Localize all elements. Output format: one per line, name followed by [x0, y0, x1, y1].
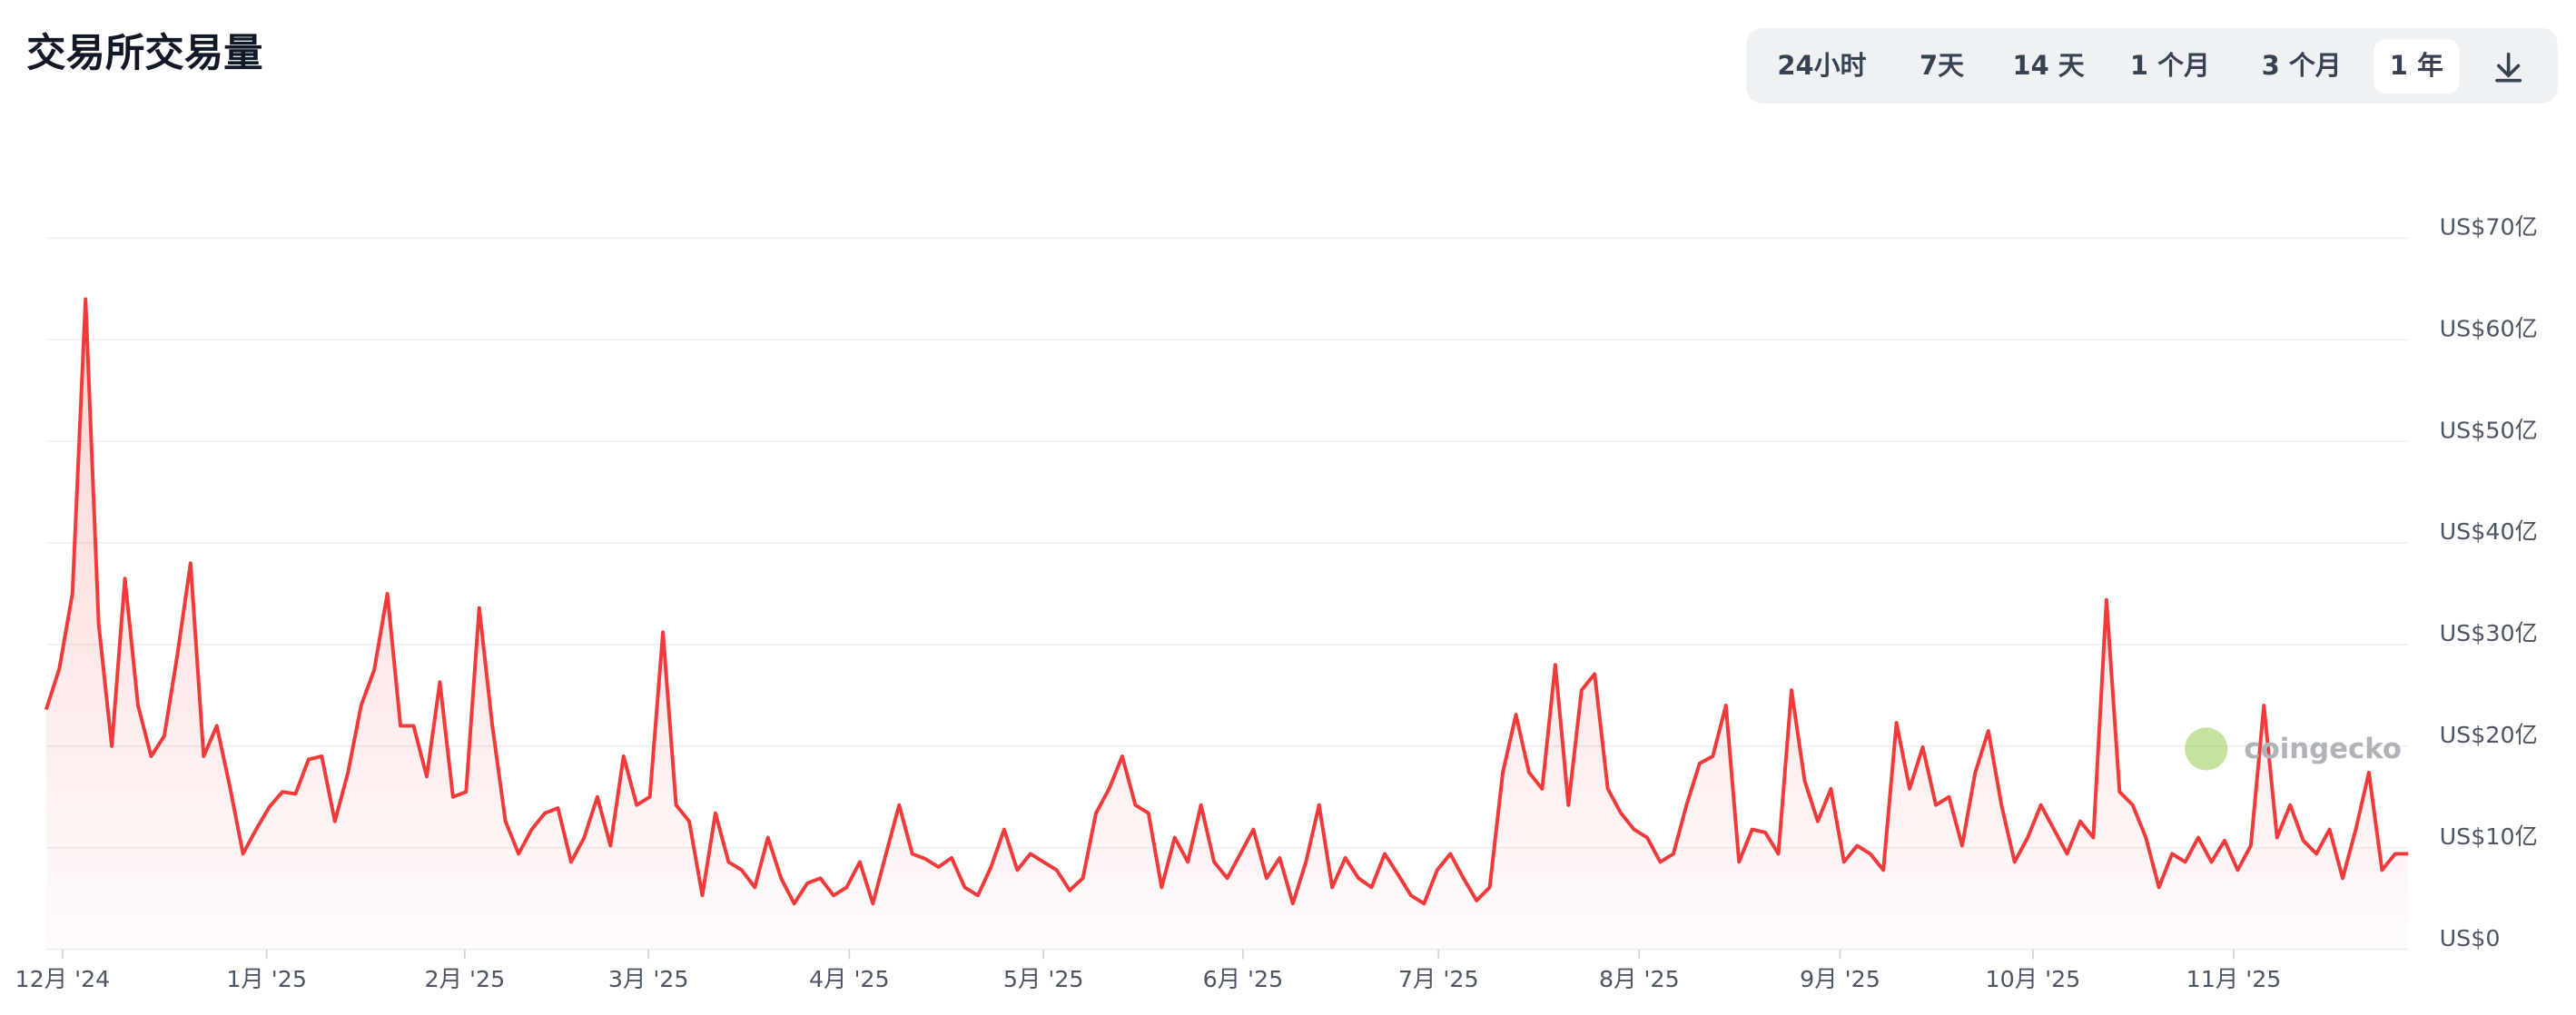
x-tick-label: 3月 '25 — [608, 965, 689, 992]
area — [45, 299, 2409, 950]
range-button-label: 14 天 — [2012, 50, 2084, 81]
range-button-label: 24小时 — [1777, 50, 1866, 81]
x-tick-label: 10月 '25 — [1986, 965, 2081, 992]
range-button[interactable]: 24小时 — [1777, 50, 1866, 81]
y-tick-label: US$60亿 — [2440, 314, 2538, 341]
download-icon — [2495, 52, 2522, 83]
range-button[interactable]: 3 个月 — [2262, 50, 2342, 81]
download-button[interactable] — [2495, 52, 2522, 83]
y-tick-label: US$40亿 — [2440, 517, 2538, 545]
y-tick-label: US$20亿 — [2440, 721, 2538, 748]
button-bar — [1746, 27, 2558, 103]
y-tick-label: US$30亿 — [2440, 619, 2538, 646]
watermark-text: coingecko — [2244, 733, 2402, 765]
range-button-label: 1 年 — [2390, 50, 2443, 81]
range-button-label: 7天 — [1920, 50, 1964, 81]
x-tick-label: 1月 '25 — [226, 965, 307, 992]
range-button[interactable]: 14 天 — [2012, 50, 2084, 81]
x-tick-label: 7月 '25 — [1398, 965, 1479, 992]
range-button[interactable]: 1 年 — [2374, 39, 2460, 94]
range-button[interactable]: 7天 — [1920, 50, 1964, 81]
title: 交易所交易量 — [26, 31, 262, 76]
watermark-logo — [2185, 727, 2228, 771]
x-tick-label: 6月 '25 — [1203, 965, 1284, 992]
range-button-label: 1 个月 — [2130, 50, 2210, 81]
active-button-bg — [2374, 39, 2460, 94]
x-tick-label: 12月 '24 — [15, 965, 111, 992]
watermark: coingecko — [2185, 727, 2402, 771]
y-tick-label: US$0 — [2440, 924, 2501, 951]
y-tick-label: US$50亿 — [2440, 416, 2538, 443]
line — [44, 297, 2409, 906]
x-tick-label: 11月 '25 — [2186, 965, 2282, 992]
x-tick-label: 4月 '25 — [809, 965, 890, 992]
x-tick-label: 5月 '25 — [1003, 965, 1084, 992]
x-tick-label: 8月 '25 — [1599, 965, 1680, 992]
x-tick-label: 2月 '25 — [425, 965, 506, 992]
y-tick-label: US$10亿 — [2440, 823, 2538, 850]
range-button[interactable]: 1 个月 — [2130, 50, 2210, 81]
range-button-label: 3 个月 — [2262, 50, 2342, 81]
x-tick-label: 9月 '25 — [1800, 965, 1880, 992]
y-tick-label: US$70亿 — [2440, 212, 2538, 240]
